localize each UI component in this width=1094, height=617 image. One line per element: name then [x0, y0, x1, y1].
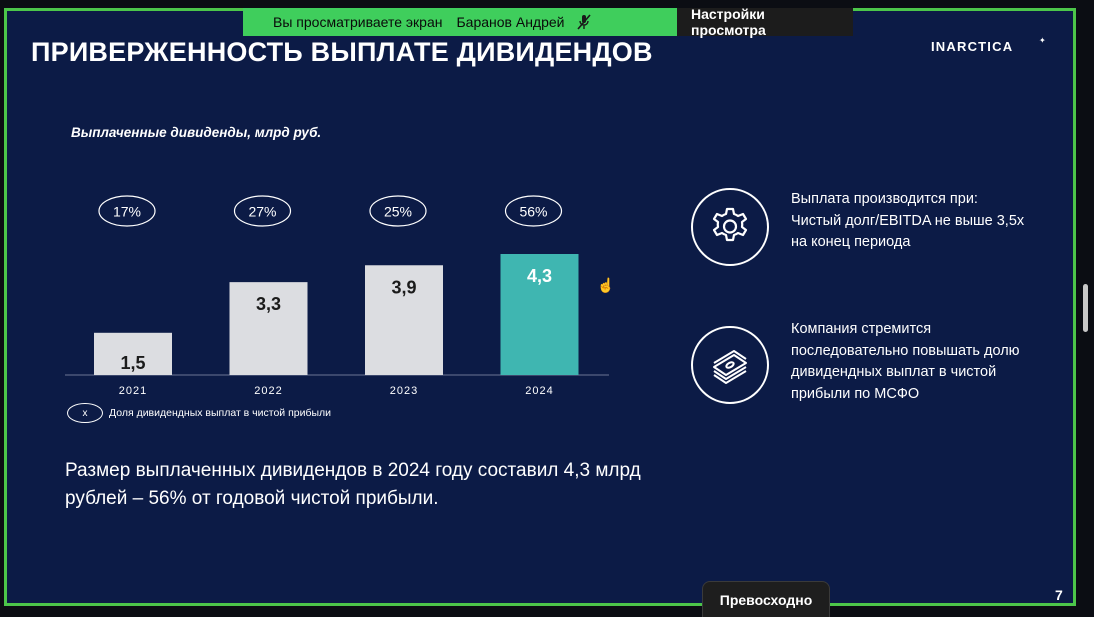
payout-share-label: 27% [248, 204, 276, 220]
payout-share-label: 17% [113, 204, 141, 220]
chart-title: Выплаченные дивиденды, млрд руб. [71, 125, 322, 140]
chart-legend: x Доля дивидендных выплат в чистой прибы… [67, 403, 331, 423]
share-banner: Вы просматриваете экран Баранов Андрей [243, 8, 677, 36]
slide-title: ПРИВЕРЖЕННОСТЬ ВЫПЛАТЕ ДИВИДЕНДОВ [31, 37, 653, 67]
bar-2021 [94, 332, 172, 375]
category-label: 2023 [390, 385, 418, 397]
presentation-slide: ПРИВЕРЖЕННОСТЬ ВЫПЛАТЕ ДИВИДЕНДОВ INARCT… [4, 8, 1076, 606]
bar-2023 [365, 265, 443, 375]
category-label: 2022 [254, 385, 282, 397]
reaction-toast: Превосходно [702, 581, 830, 617]
view-settings-button[interactable]: Настройки просмотра [677, 6, 853, 38]
viewing-text: Вы просматриваете экран [273, 14, 443, 30]
payout-share-oval [233, 195, 292, 227]
dividend-chart: 1,5 2021 17% 3,3 2022 27% 3,9 2023 25% 4,3 2024 56% [65, 195, 609, 397]
category-label: 2024 [525, 385, 553, 397]
legend-marker: x [67, 403, 103, 423]
presenter-name: Баранов Андрей [456, 14, 565, 30]
payout-share-label: 25% [384, 204, 412, 220]
cash-stack-icon [691, 326, 769, 404]
legend-text: Доля дивидендных выплат в чистой прибыли [109, 407, 332, 419]
scrollbar-thumb[interactable] [1083, 284, 1088, 332]
muted-mic-icon [576, 14, 591, 30]
payout-share-label: 56% [519, 204, 547, 220]
bar-value-label: 3,3 [256, 294, 281, 314]
payout-policy-text: Компания стремится последовательно повыш… [791, 321, 1020, 402]
hand-cursor-icon: ☝ [597, 277, 615, 293]
company-logo: INARCTICA [931, 39, 1014, 54]
logo-star-icon: ✦ [1039, 36, 1046, 45]
category-label: 2021 [119, 385, 147, 397]
bar-value-label: 4,3 [527, 266, 552, 286]
payout-share-oval [504, 195, 563, 227]
summary-text: Размер выплаченных дивидендов в 2024 год… [65, 460, 641, 509]
bar-2024 [500, 254, 579, 375]
payout-condition-text: Выплата производится при: Чистый долг/EB… [791, 191, 1025, 250]
bar-value-label: 1,5 [120, 353, 145, 373]
screen-share-bar: Вы просматриваете экран Баранов Андрей Н… [243, 6, 853, 38]
payout-share-oval [98, 195, 156, 227]
bar-2022 [229, 282, 308, 375]
slide-number: 7 [1055, 587, 1063, 603]
bar-value-label: 3,9 [391, 277, 416, 297]
gear-icon [691, 188, 769, 266]
payout-share-oval [369, 195, 427, 227]
